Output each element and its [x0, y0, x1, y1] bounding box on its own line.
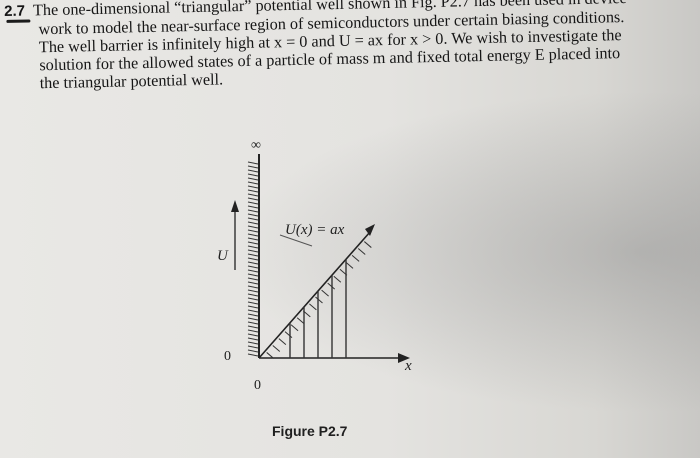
wall-hatch-line: [247, 193, 259, 197]
problem-text: 2.7 The one-dimensional “triangular” pote…: [4, 0, 696, 93]
wall-hatch-line: [247, 265, 259, 269]
wall-hatch-line: [247, 305, 259, 309]
wall-hatch-line: [247, 249, 259, 253]
slope-hatch-line: [364, 241, 372, 248]
wall-hatch-line: [247, 169, 259, 173]
wall-hatch-line: [247, 337, 259, 341]
wall-hatch-line: [247, 237, 259, 241]
wall-hatch-line: [247, 181, 259, 185]
wall-hatch-line: [247, 341, 259, 345]
slope-hatch: [266, 241, 372, 359]
wall-hatch-line: [247, 253, 259, 257]
wall-hatch-line: [247, 233, 259, 237]
x-axis-label: x: [405, 358, 412, 374]
wall-hatch-line: [247, 209, 259, 213]
wall-hatch-line: [247, 349, 259, 353]
slope-hatch-line: [266, 352, 274, 359]
wall-hatch-line: [247, 217, 259, 221]
slope-hatch-line: [351, 255, 360, 262]
slope-hatch-line: [357, 248, 366, 255]
wall-hatch-line: [247, 309, 259, 313]
wall-hatch-line: [247, 225, 259, 229]
slope-hatch-line: [315, 296, 323, 304]
wall-hatch-line: [247, 221, 259, 225]
wall-hatch-line: [247, 277, 259, 281]
wall-hatch-line: [247, 313, 259, 317]
infinity-label: ∞: [251, 138, 261, 153]
slope-hatch-line: [278, 338, 287, 345]
wall-hatch-line: [247, 165, 259, 169]
slope-hatch-line: [321, 289, 329, 297]
wall-hatch-line: [247, 317, 259, 321]
wall-hatch-line: [247, 297, 259, 301]
wall-hatch-line: [247, 185, 259, 189]
wall-hatch-line: [247, 257, 259, 261]
slope-hatch-line: [333, 275, 342, 283]
slope-hatch-line: [309, 303, 317, 311]
problem-number-underline: [6, 19, 31, 23]
wall-hatch-line: [247, 281, 259, 285]
potential-line: [258, 231, 371, 359]
wall-hatch-line: [247, 345, 259, 349]
label-leader-line: [279, 234, 313, 247]
wall-hatch-line: [247, 289, 259, 293]
wall-hatch-line: [247, 245, 259, 249]
wall-hatch-line: [247, 177, 259, 181]
slope-hatch-line: [272, 345, 281, 352]
wall-hatch-line: [247, 213, 259, 217]
slope-hatch-line: [345, 261, 354, 269]
wall-hatch-line: [247, 353, 259, 357]
wall-hatch-line: [247, 329, 259, 333]
wall-hatch-line: [247, 301, 259, 305]
wall-hatch-line: [247, 229, 259, 233]
wall-hatch-line: [247, 325, 259, 329]
wall-hatch: [247, 161, 259, 357]
u-axis-arrowhead: [231, 200, 239, 212]
wall-hatch-line: [247, 197, 259, 201]
u-axis-label: U: [217, 248, 228, 264]
triangular-well-figure: ∞ U 0 0 x U(x) = ax: [217, 138, 420, 458]
wall-hatch-line: [247, 201, 259, 205]
wall-hatch-line: [247, 189, 259, 193]
wall-hatch-line: [247, 241, 259, 245]
potential-diagram: [231, 154, 410, 363]
wall-hatch-line: [247, 273, 259, 277]
wall-hatch-line: [247, 285, 259, 289]
wall-hatch-line: [247, 321, 259, 325]
wall-hatch-line: [247, 205, 259, 209]
wall-hatch-line: [247, 333, 259, 337]
figure-caption: Figure P2.7: [272, 423, 348, 439]
problem-number: 2.7: [4, 2, 26, 20]
wall-hatch-line: [247, 261, 259, 265]
slope-hatch-line: [296, 317, 305, 325]
wall-hatch-line: [247, 173, 259, 177]
slope-hatch-line: [290, 324, 299, 332]
wall-hatch-line: [247, 269, 259, 273]
potential-arrowhead: [365, 224, 375, 236]
wall-hatch-line: [247, 161, 259, 165]
slope-hatch-line: [327, 282, 336, 290]
potential-label: U(x) = ax: [285, 222, 345, 238]
wall-hatch-line: [247, 293, 259, 297]
zero-x-label: 0: [254, 378, 261, 393]
slope-hatch-line: [284, 331, 293, 339]
x-axis-arrowhead: [398, 353, 410, 363]
zero-y-label: 0: [224, 349, 231, 364]
